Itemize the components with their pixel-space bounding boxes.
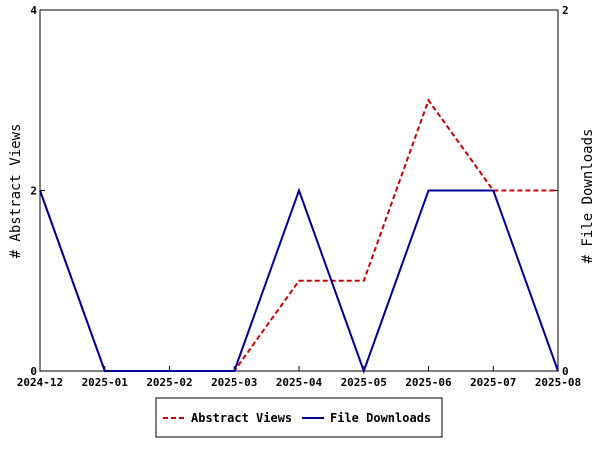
series-line-file-downloads	[39, 187, 559, 374]
y-axis-left-title: # Abstract Views	[8, 124, 24, 259]
y-axis-left: 0 2 4	[30, 4, 45, 378]
series-line-abstract-views	[39, 98, 558, 372]
x-axis: 2024-12 2025-01 2025-02 2025-03 2025-04 2025-…	[17, 366, 581, 389]
x-tick-label: 2025-08	[535, 376, 581, 389]
x-tick-label: 2025-04	[276, 376, 323, 389]
x-tick-label: 2025-01	[82, 376, 129, 389]
y-right-tick-label: 2	[562, 4, 569, 17]
y-left-tick-label: 0	[30, 365, 37, 378]
x-tick-label: 2025-07	[470, 376, 516, 389]
y-left-tick-label: 2	[30, 185, 37, 198]
x-tick-label: 2025-03	[211, 376, 257, 389]
y-axis-right-title: # File Downloads	[580, 129, 596, 264]
x-tick-label: 2025-06	[405, 376, 452, 389]
x-tick-label: 2024-12	[17, 376, 63, 389]
legend-box	[155, 397, 443, 438]
x-tick-label: 2025-02	[146, 376, 192, 389]
legend-label-file-downloads: File Downloads	[330, 411, 431, 425]
y-right-tick-label: 0	[562, 365, 569, 378]
y-left-tick-label: 4	[30, 4, 37, 17]
legend-label-abstract-views: Abstract Views	[191, 411, 292, 425]
legend: Abstract Views File Downloads	[155, 397, 443, 438]
series-layer	[39, 98, 559, 374]
x-tick-label: 2025-05	[341, 376, 387, 389]
